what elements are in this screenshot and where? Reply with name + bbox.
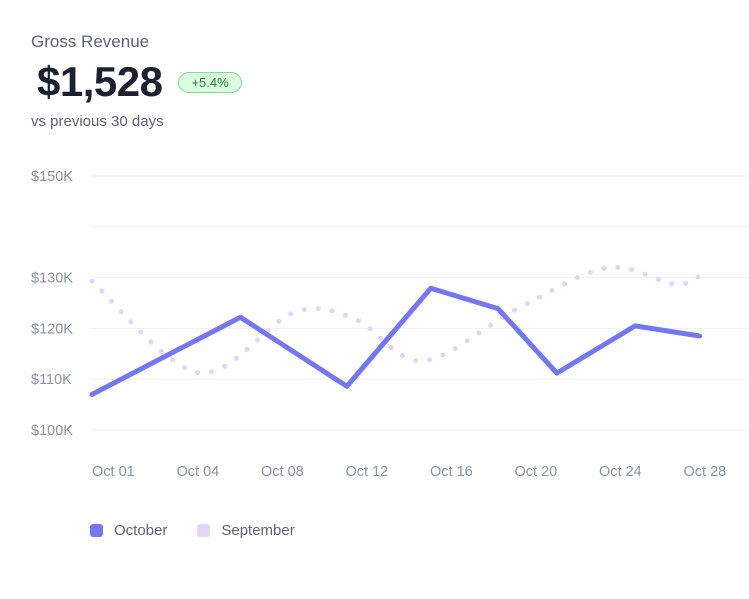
revenue-value: $1,528 xyxy=(37,58,163,105)
x-tick-label: Oct 16 xyxy=(430,464,473,480)
value-row: $1,528 +5.4% xyxy=(37,58,242,106)
x-tick-label: Oct 20 xyxy=(515,464,558,480)
comparison-subtitle: vs previous 30 days xyxy=(31,113,164,130)
x-tick-label: Oct 04 xyxy=(177,464,220,480)
change-badge: +5.4% xyxy=(178,71,242,93)
y-tick-label: $120K xyxy=(31,321,73,337)
legend-label-october: October xyxy=(114,522,168,539)
x-tick-label: Oct 08 xyxy=(261,464,304,480)
legend-item-october[interactable]: October xyxy=(90,522,167,539)
october-swatch xyxy=(90,524,103,537)
x-tick-label: Oct 24 xyxy=(599,464,642,480)
y-tick-label: $100K xyxy=(31,423,73,439)
series-line-september xyxy=(89,264,703,376)
x-tick-label: Oct 12 xyxy=(346,464,389,480)
september-swatch xyxy=(197,524,211,537)
chart-legend: October September xyxy=(90,522,325,539)
x-tick-label: Oct 28 xyxy=(684,464,727,480)
series-line-october xyxy=(89,285,703,397)
y-tick-label: $130K xyxy=(31,271,73,287)
card-title: Gross Revenue xyxy=(31,32,150,51)
legend-label-september: September xyxy=(221,522,295,539)
legend-item-september[interactable]: September xyxy=(197,522,295,539)
y-tick-label: $110K xyxy=(31,372,72,388)
y-tick-label: $150K xyxy=(31,169,73,185)
x-tick-label: Oct 01 xyxy=(92,464,135,480)
